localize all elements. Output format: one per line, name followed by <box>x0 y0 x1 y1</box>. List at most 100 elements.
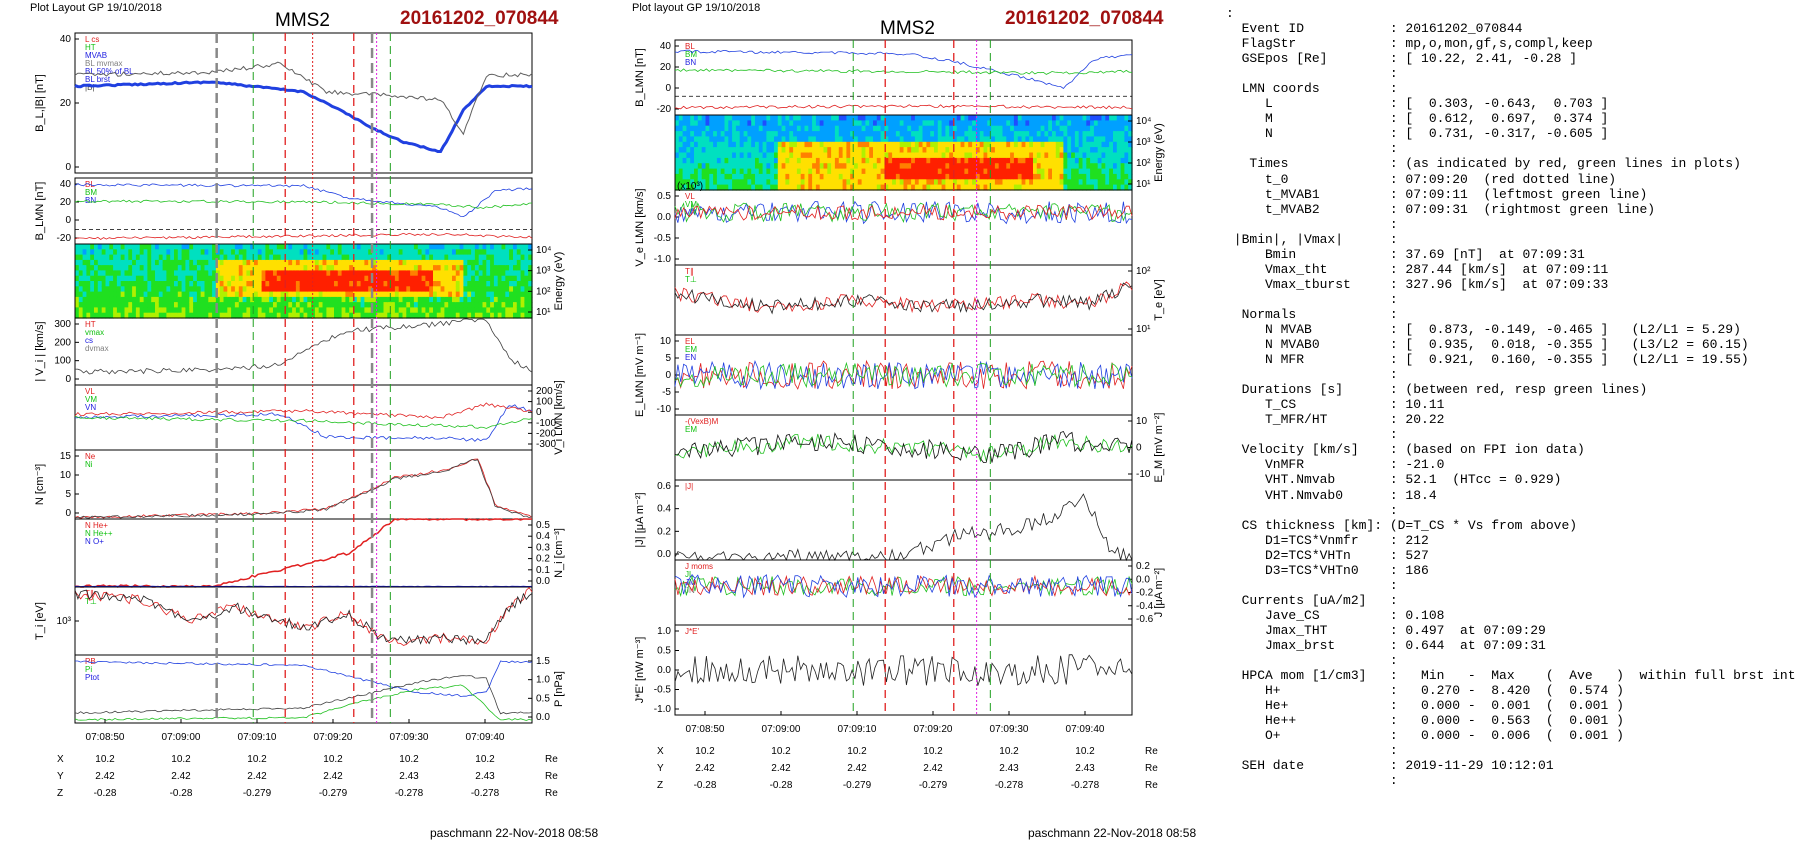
spectrogram-cell <box>166 302 171 308</box>
spectrogram-cell <box>678 163 684 170</box>
spectrogram-cell <box>1116 157 1122 164</box>
spectrogram-cell <box>831 115 836 121</box>
spectrogram-cell <box>713 141 718 148</box>
spectrogram-cell <box>964 184 969 191</box>
spectrogram-cell <box>276 296 282 303</box>
position-value: 2.42 <box>771 763 791 774</box>
spectrogram-cell <box>200 286 206 293</box>
spectrogram-cell <box>1029 131 1034 138</box>
spectrogram-cell <box>1078 179 1084 186</box>
spectrogram-cell <box>861 131 866 138</box>
spectrogram-cell <box>956 120 962 127</box>
spectrogram-cell <box>690 184 695 191</box>
spectrogram-cell <box>337 265 343 271</box>
spectrogram-cell <box>97 286 103 293</box>
spectrogram-cell <box>1097 147 1103 154</box>
spectrogram-cell <box>455 265 461 271</box>
spectrogram-cell <box>1071 115 1076 121</box>
spectrogram-cell <box>850 141 855 148</box>
spectrogram-cell <box>528 244 533 250</box>
spectrogram-cell <box>215 281 221 287</box>
spectrogram-cell <box>716 131 722 138</box>
legend-entry: Pi <box>85 665 92 674</box>
spectrogram-cell <box>440 244 445 250</box>
spectrogram-cell <box>284 286 289 293</box>
spectrogram-cell <box>109 307 114 314</box>
spectrogram-cell <box>219 286 225 293</box>
spectrogram-cell <box>743 125 748 132</box>
spectrogram-cell <box>983 168 988 175</box>
spectrogram-cell <box>739 120 745 127</box>
spectrogram-cell <box>330 312 335 319</box>
spectrogram-cell <box>143 275 148 282</box>
spectrogram-cell <box>979 125 985 132</box>
info-line: t_MVAB1 : 07:09:11 (leftmost green line) <box>1226 186 1648 202</box>
spectrogram-cell <box>398 312 404 319</box>
spectrogram-cell <box>781 120 786 127</box>
spectrogram-cell <box>330 296 335 303</box>
x-tick-label: 07:09:20 <box>914 724 953 735</box>
spectrogram-cell <box>524 270 529 277</box>
spectrogram-cell <box>747 125 752 132</box>
spectrogram-cell <box>857 141 863 148</box>
series-line <box>674 104 1133 110</box>
spectrogram-cell <box>1093 163 1099 170</box>
spectrogram-cell <box>185 249 190 256</box>
spectrogram-cell <box>375 254 381 261</box>
spectrogram-cell <box>250 302 255 308</box>
spectrogram-cell <box>808 120 813 127</box>
spectrogram-cell <box>983 184 988 191</box>
position-value: -0.279 <box>919 780 948 791</box>
spectrogram-cell <box>930 136 935 143</box>
spectrogram-cell <box>254 249 259 256</box>
spectrogram-cell <box>120 307 126 314</box>
spectrogram-cell <box>295 281 301 287</box>
spectrogram-cell <box>1036 147 1042 154</box>
spectrogram-cell <box>873 152 878 159</box>
spectrogram-cell <box>345 259 350 266</box>
spectrogram-cell <box>505 296 510 303</box>
spectrogram-cell <box>678 173 684 180</box>
spectrogram-cell <box>1124 163 1129 170</box>
spectrogram-cell <box>1074 157 1080 164</box>
spectrogram-cell <box>303 270 308 277</box>
spectrogram-cell <box>94 296 99 303</box>
spectrogram-cell <box>880 115 885 121</box>
spectrogram-cell <box>231 270 236 277</box>
spectrogram-cell <box>857 173 863 180</box>
spectrogram-cell <box>975 157 981 164</box>
spectrogram-cell <box>930 131 935 138</box>
spectrogram-cell <box>436 259 442 266</box>
spectrogram-cell <box>379 296 385 303</box>
spectrogram-cell <box>486 254 491 261</box>
spectrogram-cell <box>261 312 266 319</box>
spectrogram-cell <box>911 168 916 175</box>
spectrogram-cell <box>356 291 362 298</box>
spectrogram-cell <box>732 136 737 143</box>
spectrogram-cell <box>758 136 764 143</box>
spectrogram-cell <box>777 173 783 180</box>
legend-entry: PB <box>85 657 96 666</box>
spectrogram-cell <box>926 168 931 175</box>
y-tick-label: 0 <box>65 508 71 519</box>
spectrogram-cell <box>808 168 813 175</box>
spectrogram-cell <box>850 163 855 170</box>
legend-entry: BL brst <box>85 75 111 84</box>
panel-frame <box>74 32 533 174</box>
spectrogram-cell <box>307 291 312 298</box>
spectrogram-cell <box>846 131 851 138</box>
spectrogram-cell <box>368 307 373 314</box>
spectrogram-cell <box>135 259 141 266</box>
spectrogram-cell <box>493 244 499 250</box>
legend-entry: JL <box>685 570 694 579</box>
spectrogram-cell <box>1086 141 1091 148</box>
spectrogram-cell <box>429 307 434 314</box>
spectrogram-cell <box>1044 136 1049 143</box>
spectrogram-cell <box>513 254 518 261</box>
spectrogram-cell <box>1124 179 1129 186</box>
spectrogram-cell <box>238 281 244 287</box>
spectrogram-cell <box>497 249 503 256</box>
spectrogram-cell <box>223 249 228 256</box>
spectrogram-cell <box>739 115 745 121</box>
spectrogram-cell <box>345 281 350 287</box>
